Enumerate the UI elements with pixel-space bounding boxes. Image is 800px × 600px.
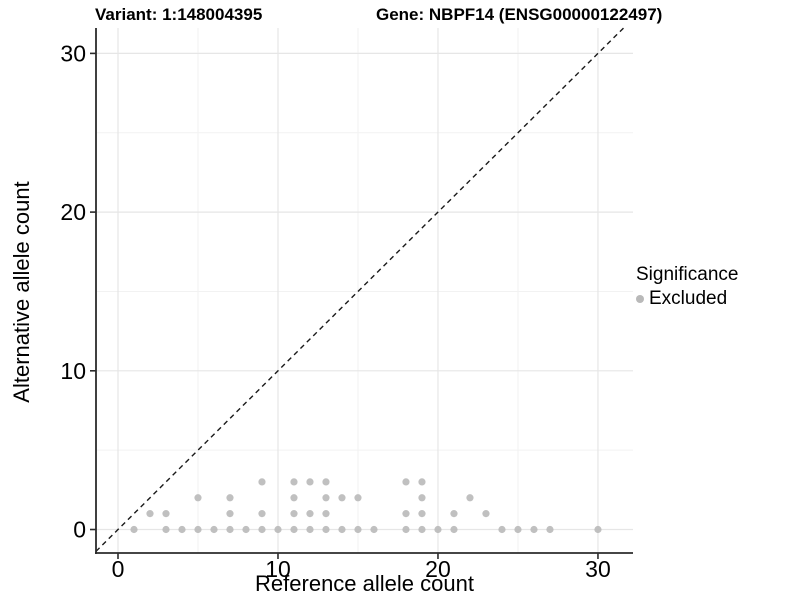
y-tick-label: 30 — [60, 40, 86, 66]
x-axis-title: Reference allele count — [255, 571, 474, 596]
legend-item-label: Excluded — [649, 288, 728, 309]
data-point — [210, 525, 218, 534]
legend: Significance Excluded — [636, 264, 738, 310]
data-point — [194, 494, 202, 502]
legend-point-icon — [636, 295, 644, 303]
data-point — [178, 525, 186, 534]
data-point — [322, 525, 330, 534]
identity-line — [95, 27, 625, 552]
data-point — [418, 494, 426, 502]
data-point — [418, 478, 426, 486]
data-point — [290, 525, 298, 534]
data-point — [322, 494, 330, 502]
legend-item-excluded: Excluded — [636, 288, 738, 310]
data-point — [594, 525, 602, 534]
y-tick-label: 0 — [73, 517, 86, 543]
data-point — [162, 510, 170, 518]
data-point — [402, 478, 410, 486]
data-point — [290, 494, 298, 502]
data-point — [450, 510, 458, 518]
x-tick-label: 0 — [112, 556, 125, 582]
data-point — [194, 525, 202, 534]
data-point — [146, 510, 154, 518]
y-tick-label: 20 — [60, 199, 86, 225]
y-axis-title: Alternative allele count — [9, 181, 34, 403]
data-point — [418, 525, 426, 534]
data-point — [274, 525, 282, 534]
data-point — [322, 510, 330, 518]
data-point — [354, 494, 362, 502]
data-point — [258, 478, 266, 486]
data-point — [338, 525, 346, 534]
data-point — [450, 525, 458, 534]
data-point — [226, 525, 234, 534]
x-tick-label: 30 — [585, 556, 611, 582]
data-point — [466, 494, 474, 502]
plot-title-gene: Gene: NBPF14 (ENSG00000122497) — [376, 5, 663, 24]
data-point — [402, 510, 410, 518]
data-point — [226, 494, 234, 502]
x-tick-label: 20 — [425, 556, 451, 582]
data-point — [546, 525, 554, 534]
data-point — [242, 525, 250, 534]
data-point — [258, 525, 266, 534]
data-point — [162, 525, 170, 534]
data-point — [130, 525, 138, 534]
data-point — [258, 510, 266, 518]
data-point — [322, 478, 330, 486]
data-point — [434, 525, 442, 534]
data-point — [306, 478, 314, 486]
data-point — [370, 525, 378, 534]
data-point — [226, 510, 234, 518]
data-point — [482, 510, 490, 518]
data-point — [418, 510, 426, 518]
data-point — [402, 525, 410, 534]
data-point — [338, 494, 346, 502]
data-point — [514, 525, 522, 534]
data-point — [290, 510, 298, 518]
x-tick-label: 10 — [265, 556, 291, 582]
data-point — [354, 525, 362, 534]
legend-title: Significance — [636, 264, 739, 285]
data-point — [498, 525, 506, 534]
plot-title-variant: Variant: 1:148004395 — [95, 5, 263, 24]
data-point — [290, 478, 298, 486]
data-point — [306, 510, 314, 518]
y-tick-label: 10 — [60, 358, 86, 384]
data-point — [306, 525, 314, 534]
data-point — [530, 525, 538, 534]
